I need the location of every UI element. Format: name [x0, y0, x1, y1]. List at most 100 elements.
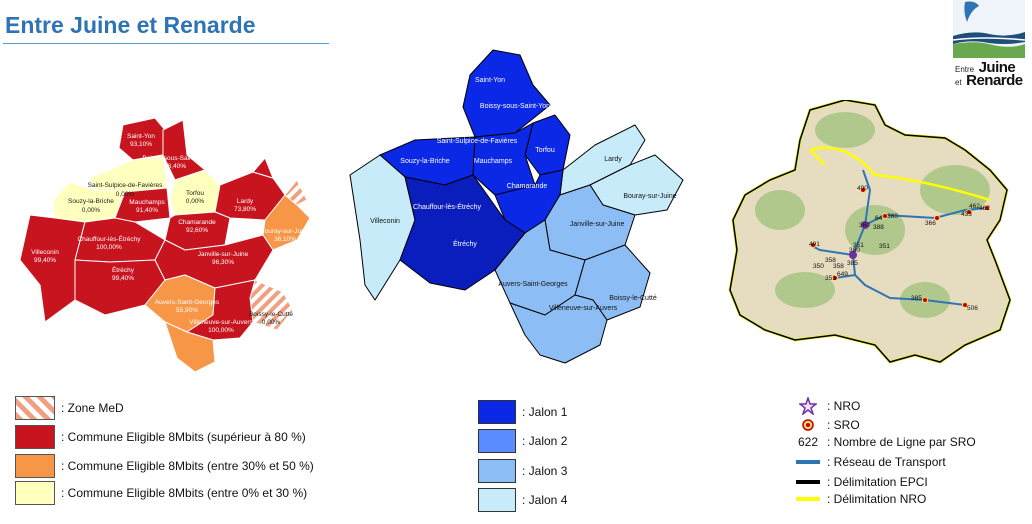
label-villeconin: Villeconin — [31, 249, 59, 256]
sro-count: 380 — [849, 247, 860, 254]
jalon-area-villeneuve — [509, 294, 608, 364]
area-north-red — [252, 157, 274, 179]
forest-patch — [815, 112, 875, 148]
legend-count-label: : Nombre de Ligne par SRO — [827, 435, 976, 449]
legend-jalon2: : Jalon 2 — [522, 434, 568, 448]
sro-count: 358 — [833, 263, 844, 270]
logo-text-juine: Juine — [978, 59, 1016, 76]
value-etrechy: 99,40% — [112, 275, 134, 282]
jalon-label-etrechy: Étréchy — [453, 239, 477, 248]
sro-count: 388 — [873, 224, 884, 231]
transport-network — [862, 169, 872, 226]
value-boissy-sous-saint-yon: 98,40% — [164, 163, 186, 170]
nro-boundary — [809, 146, 991, 202]
sro-marker — [966, 209, 972, 215]
transport-line-icon — [795, 453, 821, 471]
sro-count: 491 — [809, 241, 820, 248]
sro-count: 433 — [961, 211, 972, 218]
sro-marker — [882, 213, 888, 219]
label-boissy-sous-saint-yon: Boissy-sous-Saint-Yon — [142, 155, 208, 162]
logo-text-et: et — [955, 78, 962, 87]
label-lardy: Lardy — [237, 198, 254, 205]
sro-count: 360 — [887, 213, 898, 220]
legend-nro: : NRO — [827, 399, 861, 413]
sro-count: 64 — [875, 215, 883, 222]
value-chamarande: 92,60% — [186, 227, 208, 234]
legend-sro: : SRO — [827, 418, 860, 432]
forest-patch — [755, 190, 805, 230]
jalon-label-mauchamps: Mauchamps — [474, 158, 513, 165]
legend-count-sample: 622 — [797, 435, 819, 449]
sro-count: 351 — [879, 243, 890, 250]
sro-count: 351 — [825, 275, 836, 282]
jalon-label-chauffour: Chauffour-lès-Étréchy — [413, 202, 481, 211]
label-boissy-le-cutte: Boissy-le-Cutté — [249, 311, 293, 318]
value-bouray: 36,10% — [274, 236, 296, 243]
jalon-label-saint-yon: Saint-Yon — [475, 77, 505, 84]
transport-network — [809, 224, 866, 257]
sro-count: 385 — [911, 295, 922, 302]
value-mauchamps: 91,40% — [136, 207, 158, 214]
value-villeconin: 99,40% — [34, 257, 56, 264]
jalon2-swatch — [478, 429, 516, 453]
logo-landscape-icon — [953, 0, 1025, 58]
jalon-label-boissy-sous-saint-yon: Boissy-sous-Saint-Yon — [480, 103, 550, 110]
sro-count: 649 — [837, 271, 848, 278]
sro-marker — [810, 242, 816, 248]
sro-count: 462 — [979, 205, 990, 212]
jalon-label-lardy: Lardy — [604, 156, 622, 163]
legend-transport: : Réseau de Transport — [827, 455, 946, 469]
label-torfou: Torfou — [186, 190, 204, 197]
sro-marker — [934, 215, 940, 221]
network-map: 490 462 433 462 366 360 64 388 360 491 3… — [725, 100, 1015, 370]
epci-line-icon — [795, 473, 821, 491]
transport-network — [852, 254, 966, 306]
area-south-orange — [164, 321, 216, 373]
sro-marker — [984, 205, 990, 211]
jalons-map: Saint-Yon Boissy-sous-Saint-Yon Saint-Su… — [345, 45, 690, 370]
logo-text-entre: Entre — [955, 65, 975, 74]
jalon-label-auvers: Auvers-Saint-Georges — [498, 281, 568, 288]
nro-limit-line-icon — [795, 490, 821, 508]
jalon-label-chamarande: Chamarande — [507, 183, 548, 190]
value-boissy-le-cutte: 0,00% — [262, 319, 281, 326]
legend-eligible-low: : Commune Eligible 8Mbits (entre 0% et 3… — [61, 486, 308, 500]
jalon-label-saint-sulpice: Saint-Sulpice-de-Favières — [437, 138, 518, 145]
sro-dot-icon — [795, 416, 821, 434]
legend-zone-med: : Zone MeD — [61, 401, 124, 415]
network-epci-outline — [729, 100, 1011, 363]
label-mauchamps: Mauchamps — [129, 199, 165, 206]
jalon3-swatch — [478, 459, 516, 483]
eligible-low-swatch — [15, 481, 55, 505]
zone-med-swatch — [15, 396, 55, 420]
jalon-area-north — [462, 49, 551, 138]
jalon-label-villeneuve: Villeneuve-sur-Auvers — [549, 305, 618, 312]
area-mauchamps — [114, 187, 171, 223]
jalon-label-souzy: Souzy-la-Briche — [400, 158, 450, 165]
label-souzy: Souzy-la-Briche — [68, 198, 114, 205]
legend-jalon3: : Jalon 3 — [522, 464, 568, 478]
sro-count: 350 — [813, 263, 824, 270]
jalon-label-boissy-le-cutte: Boissy-le-Cutté — [609, 295, 657, 302]
value-lardy: 73,80% — [234, 206, 256, 213]
label-janville: Janville-sur-Juine — [198, 251, 249, 258]
nro-marker — [849, 221, 869, 259]
value-torfou: 0,00% — [186, 198, 205, 205]
sro-count: 358 — [825, 257, 836, 264]
jalon-label-bouray: Bouray-sur-Juine — [623, 193, 676, 200]
nro-star-icon — [795, 397, 821, 415]
sro-marker — [962, 302, 968, 308]
area-northeast-stripe — [284, 179, 308, 206]
jalon-label-torfou: Torfou — [535, 147, 555, 154]
label-saint-sulpice: Saint-Sulpice-de-Favières — [88, 182, 164, 189]
logo: Entre Juine et Renarde — [953, 0, 1025, 90]
legend-epci: : Délimitation EPCI — [827, 475, 928, 489]
jalon-area-mauchamps — [472, 122, 536, 196]
forest-patch — [775, 272, 835, 308]
sro-count: 385 — [847, 260, 858, 267]
value-saint-sulpice: 0,00% — [116, 191, 135, 198]
sro-count: 462 — [969, 203, 980, 210]
value-souzy: 0,00% — [82, 207, 101, 214]
transport-network — [834, 274, 856, 279]
area-villeneuve — [186, 279, 256, 341]
